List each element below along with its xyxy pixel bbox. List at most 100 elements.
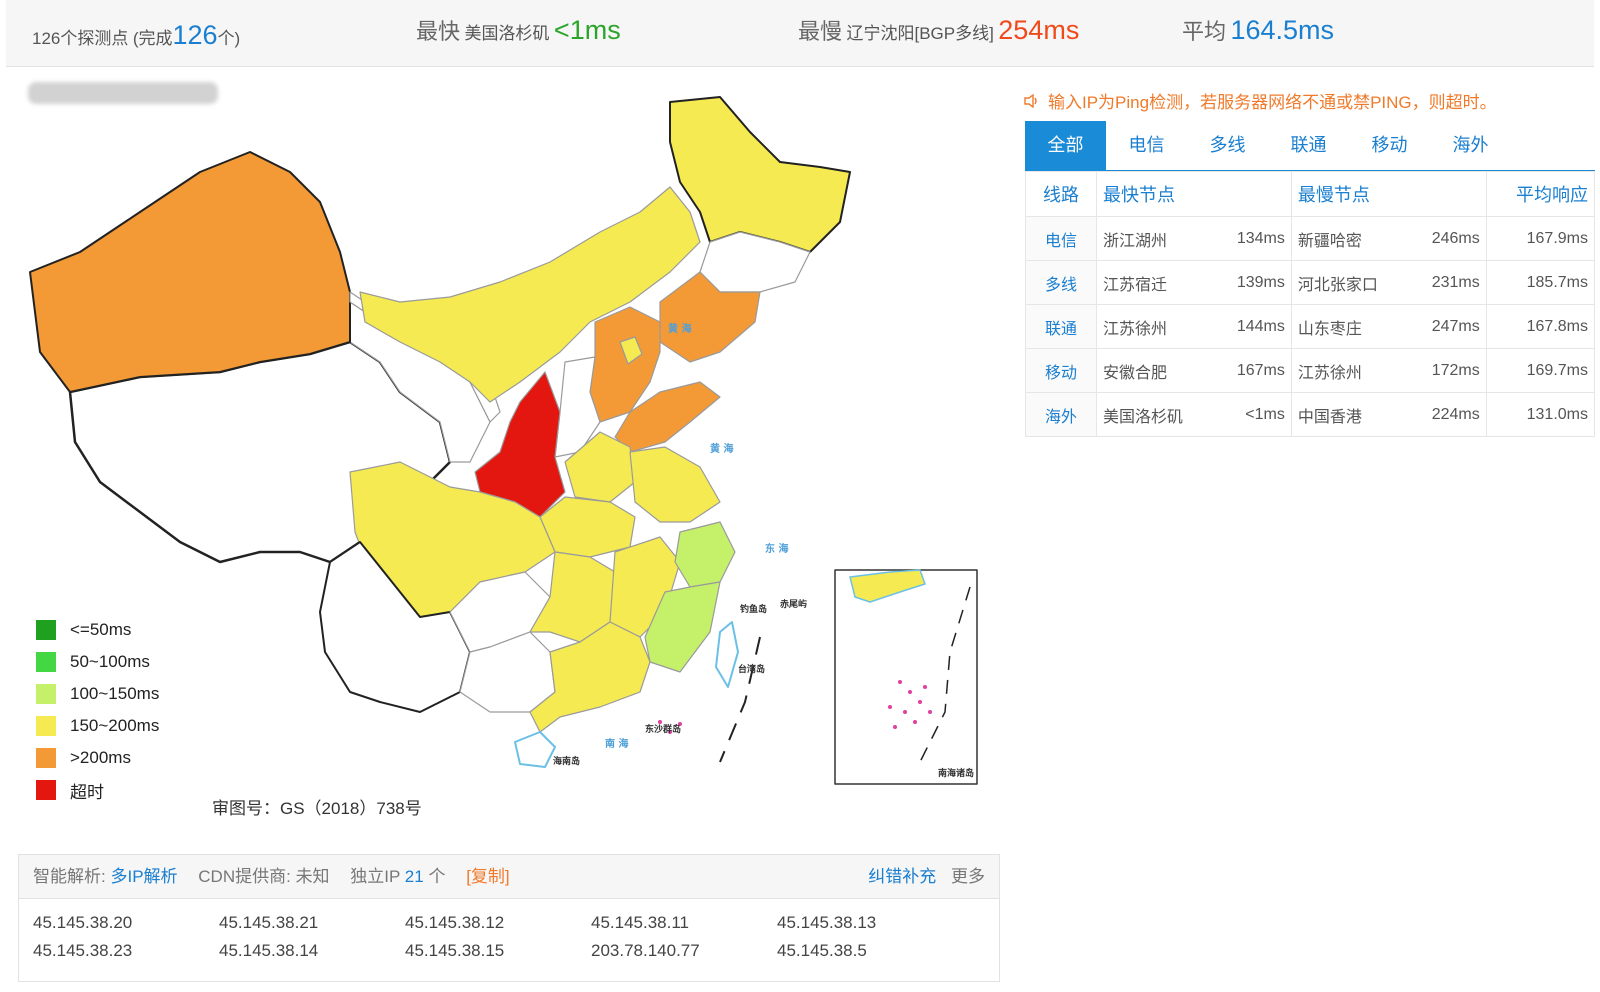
south-sea-inset	[834, 569, 978, 785]
region-taiwan[interactable]	[715, 621, 739, 688]
legend-item-0: <=50ms	[36, 614, 159, 646]
map-svg: 黄 海 黄 海 东 海 南 海 钓鱼岛 赤尾屿 台湾岛 海南岛 东沙群岛 南海诸…	[29, 96, 978, 785]
cdn-value: 未知	[295, 867, 330, 886]
region-heilongjiang[interactable]	[669, 96, 851, 253]
report-correction-link[interactable]: 纠错补充	[868, 867, 937, 886]
fastest-value: <1ms	[553, 15, 621, 45]
slowest-label: 最慢	[798, 19, 843, 44]
cdn-label: CDN提供商:	[198, 867, 291, 886]
ip-item: 45.145.38.11	[591, 913, 689, 932]
smart-resolve-label: 智能解析:	[33, 867, 106, 886]
legend-swatch-4	[36, 748, 56, 768]
legend-label-0: <=50ms	[70, 620, 132, 639]
label-dongsha: 东沙群岛	[645, 723, 681, 735]
row-avg: 167.9ms	[1485, 216, 1596, 261]
row-fast-node: 江苏宿迁	[1096, 260, 1215, 305]
row-line[interactable]: 电信	[1025, 216, 1097, 261]
ip-item: 45.145.38.12	[405, 913, 505, 932]
region-hainan[interactable]	[514, 731, 556, 768]
ip-list: 45.145.38.20 45.145.38.21 45.145.38.12 4…	[19, 899, 999, 961]
row-fast-ms: <1ms	[1214, 392, 1292, 437]
copy-button[interactable]: [复制]	[466, 867, 510, 886]
label-south-sea: 南 海	[605, 737, 628, 750]
unique-ip-count: 21	[404, 867, 424, 886]
legend-swatch-0	[36, 620, 56, 640]
notice-text: 输入IP为Ping检测，若服务器网络不通或禁PING，则超时。	[1048, 93, 1497, 112]
label-yellow-sea-2: 黄 海	[710, 442, 733, 455]
unique-ip-unit: 个	[428, 867, 446, 886]
tab-unicom[interactable]: 联通	[1290, 135, 1327, 155]
row-line[interactable]: 海外	[1025, 392, 1097, 437]
label-east-sea: 东 海	[765, 542, 788, 555]
china-ping-map: 黄 海 黄 海 东 海 南 海 钓鱼岛 赤尾屿 台湾岛 海南岛 东沙群岛 南海诸…	[20, 92, 1000, 812]
row-fast-ms: 144ms	[1214, 304, 1292, 349]
row-fast-node: 安徽合肥	[1096, 348, 1215, 393]
table-header-row: 线路 最快节点 最慢节点 平均响应	[1025, 171, 1596, 217]
legend-label-4: >200ms	[70, 748, 131, 767]
tab-telecom[interactable]: 电信	[1128, 135, 1165, 155]
tab-mobile[interactable]: 移动	[1371, 135, 1408, 155]
table-row: 多线 江苏宿迁 139ms 河北张家口 231ms 185.7ms	[1025, 260, 1596, 305]
tab-multiline[interactable]: 多线	[1209, 135, 1246, 155]
ip-resolution-panel: 智能解析: 多IP解析 CDN提供商: 未知 独立IP 21 个 [复制] 纠错…	[18, 854, 1000, 982]
tab-overseas[interactable]: 海外	[1452, 135, 1489, 155]
label-diaoyu: 钓鱼岛	[740, 603, 767, 615]
region-fujian[interactable]	[644, 581, 721, 673]
row-fast-node: 美国洛杉矶	[1096, 392, 1215, 437]
legend-swatch-2	[36, 684, 56, 704]
legend-item-5: 超时	[36, 774, 159, 806]
fastest-stat: 最快 美国洛杉矶 <1ms	[416, 14, 621, 46]
multi-ip-link[interactable]: 多IP解析	[110, 867, 178, 886]
ping-notice: 输入IP为Ping检测，若服务器网络不通或禁PING，则超时。	[1024, 88, 1497, 113]
region-hubei[interactable]	[539, 496, 636, 558]
summary-bar: 126个探测点 (完成126个) 最快 美国洛杉矶 <1ms 最慢 辽宁沈阳[B…	[6, 0, 1594, 67]
row-line[interactable]: 移动	[1025, 348, 1097, 393]
legend-item-2: 100~150ms	[36, 678, 159, 710]
ip-panel-header: 智能解析: 多IP解析 CDN提供商: 未知 独立IP 21 个 [复制] 纠错…	[19, 855, 999, 899]
region-xinjiang[interactable]	[29, 151, 351, 393]
average-stat: 平均 164.5ms	[1182, 14, 1334, 46]
row-fast-node: 江苏徐州	[1096, 304, 1215, 349]
label-yellow-sea: 黄 海	[668, 322, 691, 335]
region-inner-mongolia[interactable]	[359, 186, 701, 403]
header-slowest: 最慢节点	[1290, 171, 1487, 217]
table-row: 联通 江苏徐州 144ms 山东枣庄 247ms 167.8ms	[1025, 304, 1596, 349]
slowest-location: 辽宁沈阳[BGP多线]	[846, 24, 994, 43]
ip-panel-actions: 纠错补充 更多	[868, 855, 985, 898]
region-guangdong[interactable]	[529, 621, 651, 733]
ip-item: 45.145.38.14	[219, 941, 319, 960]
sea-boundary-line	[719, 636, 761, 763]
table-row: 移动 安徽合肥 167ms 江苏徐州 172ms 169.7ms	[1025, 348, 1596, 393]
ip-item: 45.145.38.15	[405, 941, 505, 960]
row-slow-node: 新疆哈密	[1290, 216, 1410, 261]
table-row: 海外 美国洛杉矶 <1ms 中国香港 224ms 131.0ms	[1025, 392, 1596, 437]
speaker-icon	[1024, 93, 1040, 113]
row-fast-ms: 134ms	[1214, 216, 1292, 261]
fastest-location: 美国洛杉矶	[464, 24, 550, 43]
ip-item: 203.78.140.77	[591, 941, 700, 960]
more-link[interactable]: 更多	[951, 867, 985, 886]
table-row: 电信 浙江湖州 134ms 新疆哈密 246ms 167.9ms	[1025, 216, 1596, 261]
row-fast-ms: 139ms	[1214, 260, 1292, 305]
region-liaoning[interactable]	[659, 271, 761, 363]
region-jiangsu-anhui[interactable]	[629, 446, 721, 523]
ip-item: 45.145.38.20	[33, 913, 133, 932]
row-line[interactable]: 联通	[1025, 304, 1097, 349]
label-inset-title: 南海诸岛	[938, 767, 974, 779]
row-line[interactable]: 多线	[1025, 260, 1097, 305]
unique-ip-label: 独立IP	[350, 867, 401, 886]
slowest-value: 254ms	[998, 15, 1080, 45]
header-average: 平均响应	[1485, 171, 1596, 217]
map-approval-caption: 审图号：GS（2018）738号	[212, 799, 422, 818]
row-slow-ms: 247ms	[1409, 304, 1487, 349]
tab-all[interactable]: 全部	[1025, 121, 1106, 170]
row-avg: 185.7ms	[1485, 260, 1596, 305]
ip-item: 45.145.38.13	[777, 913, 877, 932]
region-zhejiang[interactable]	[674, 521, 736, 588]
done-suffix: 个)	[217, 29, 241, 48]
region-beijing[interactable]	[619, 336, 643, 365]
legend-swatch-5	[36, 780, 56, 800]
row-slow-ms: 224ms	[1409, 392, 1487, 437]
legend-item-3: 150~200ms	[36, 710, 159, 742]
probe-count: 126个探测点 (完成126个)	[32, 20, 240, 51]
